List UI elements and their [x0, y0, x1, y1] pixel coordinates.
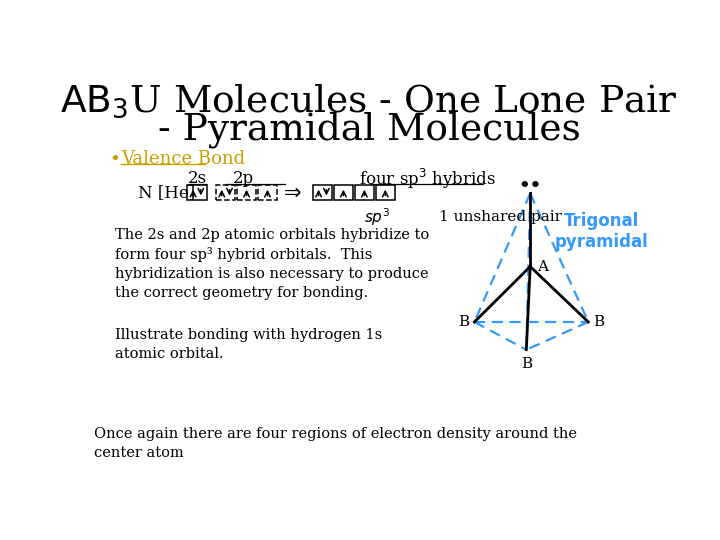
Text: 2s: 2s: [187, 170, 207, 187]
Text: $\mathrm{AB_3}$U Molecules - One Lone Pair: $\mathrm{AB_3}$U Molecules - One Lone Pa…: [60, 82, 678, 120]
Text: Once again there are four regions of electron density around the
center atom: Once again there are four regions of ele…: [94, 427, 577, 460]
Text: Illustrate bonding with hydrogen 1s
atomic orbital.: Illustrate bonding with hydrogen 1s atom…: [114, 328, 382, 361]
Text: 2p: 2p: [233, 170, 254, 187]
Bar: [187, 185, 207, 200]
Text: $\mathit{sp}^3$: $\mathit{sp}^3$: [364, 206, 390, 228]
Text: Trigonal
pyramidal: Trigonal pyramidal: [554, 212, 649, 251]
Bar: [355, 185, 374, 200]
Text: Valence Bond: Valence Bond: [121, 150, 245, 168]
Bar: [312, 185, 332, 200]
Text: N [He]: N [He]: [138, 184, 195, 201]
Text: •: •: [109, 150, 120, 168]
Text: - Pyramidal Molecules: - Pyramidal Molecules: [158, 112, 580, 149]
Text: B: B: [593, 315, 604, 329]
Bar: [216, 185, 235, 200]
Bar: [258, 185, 277, 200]
Text: 1 unshared pair: 1 unshared pair: [439, 210, 562, 224]
Text: ⇒: ⇒: [284, 183, 302, 202]
Bar: [334, 185, 353, 200]
Text: four sp$^3$ hybrids: four sp$^3$ hybrids: [359, 167, 495, 191]
Bar: [376, 185, 395, 200]
Text: The 2s and 2p atomic orbitals hybridize to
form four sp³ hybrid orbitals.  This
: The 2s and 2p atomic orbitals hybridize …: [114, 228, 429, 300]
Text: ••: ••: [518, 178, 542, 195]
Text: B: B: [521, 356, 532, 370]
Text: B: B: [459, 315, 469, 329]
Text: A: A: [537, 260, 548, 274]
Bar: [237, 185, 256, 200]
